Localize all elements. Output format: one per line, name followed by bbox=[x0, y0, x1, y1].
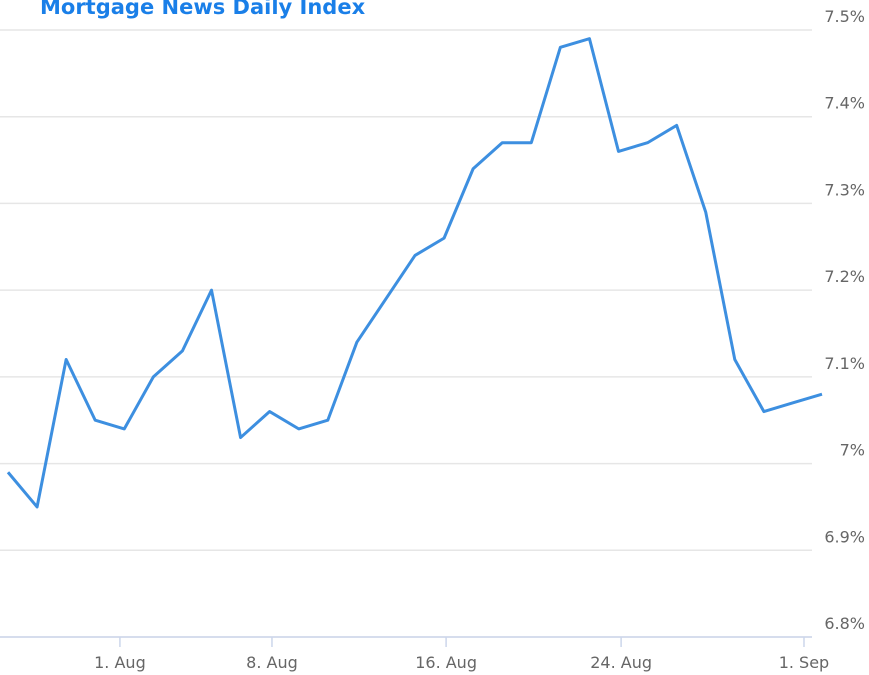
x-tick-label: 16. Aug bbox=[415, 653, 477, 672]
y-tick-label: 6.8% bbox=[824, 614, 865, 633]
y-tick-label: 7% bbox=[840, 441, 865, 460]
x-tick-label: 24. Aug bbox=[590, 653, 652, 672]
x-tick-label: 1. Sep bbox=[779, 653, 830, 672]
y-tick-label: 7.4% bbox=[824, 94, 865, 113]
y-tick-label: 7.1% bbox=[824, 354, 865, 373]
y-tick-label: 7.5% bbox=[824, 7, 865, 26]
y-tick-label: 7.3% bbox=[824, 180, 865, 199]
x-tick-label: 8. Aug bbox=[246, 653, 298, 672]
data-line bbox=[6, 37, 823, 509]
y-tick-label: 6.9% bbox=[824, 527, 865, 546]
x-tick-label: 1. Aug bbox=[94, 653, 146, 672]
chart-title: Mortgage News Daily Index bbox=[40, 0, 366, 19]
y-tick-label: 7.2% bbox=[824, 267, 865, 286]
